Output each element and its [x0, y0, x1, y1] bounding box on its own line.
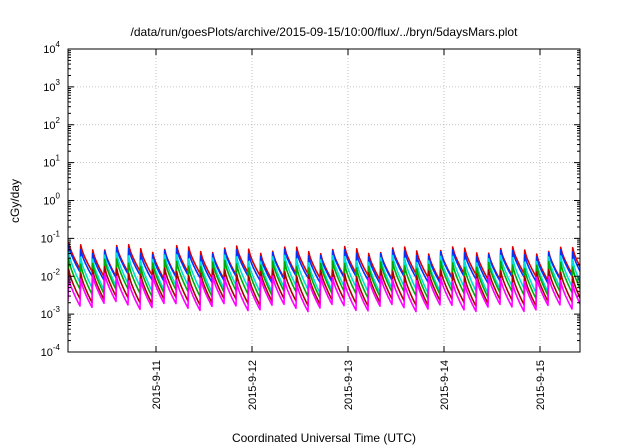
y-tick-label-exponent: 3: [56, 78, 61, 87]
y-tick-label-base: 10: [43, 196, 55, 208]
y-tick-label-base: 10: [43, 120, 55, 132]
series-line: [68, 258, 580, 300]
series-line: [68, 266, 580, 308]
y-tick-label: 104: [43, 40, 60, 56]
y-tick-label-exponent: 0: [56, 192, 61, 201]
y-tick-label-exponent: -1: [53, 229, 61, 238]
x-axis-label: Coordinated Universal Time (UTC): [232, 431, 416, 445]
chart-title: /data/run/goesPlots/archive/2015-09-15/1…: [131, 25, 519, 39]
y-tick-label: 102: [43, 116, 60, 132]
y-tick-label-base: 10: [41, 347, 53, 359]
y-tick-label-base: 10: [41, 271, 53, 283]
y-tick-label-base: 10: [41, 233, 53, 245]
x-tick-label: 2015-9-12: [247, 360, 259, 410]
y-tick-label-exponent: 2: [56, 116, 61, 125]
y-tick-label-base: 10: [43, 158, 55, 170]
y-tick-label: 100: [43, 192, 60, 208]
plot-frame: [67, 48, 581, 353]
y-tick-label: 10-2: [41, 267, 61, 283]
y-tick-label: 10-4: [41, 343, 61, 359]
y-tick-label: 10-3: [41, 305, 61, 321]
series-line: [68, 251, 580, 294]
y-tick-label: 10-1: [41, 229, 61, 245]
tick-layer: 10-410-310-210-11001011021031042015-9-11…: [41, 40, 580, 410]
y-axis-label: cGy/day: [8, 179, 22, 223]
y-tick-label-exponent: 1: [56, 154, 61, 163]
series-line: [68, 244, 580, 285]
x-tick-label: 2015-9-11: [151, 360, 163, 409]
y-tick-label-exponent: 4: [56, 40, 61, 49]
y-tick-label: 101: [43, 154, 60, 170]
y-tick-label-base: 10: [43, 82, 55, 94]
series-layer: [68, 241, 580, 313]
y-tick-label-exponent: -2: [53, 267, 61, 276]
x-tick-label: 2015-9-15: [535, 360, 547, 410]
y-tick-label-exponent: -4: [53, 343, 61, 352]
y-tick-label-base: 10: [41, 309, 53, 321]
grid-layer: [68, 49, 580, 352]
x-tick-label: 2015-9-14: [439, 360, 451, 410]
y-tick-label: 103: [43, 78, 60, 94]
y-tick-label-exponent: -3: [53, 305, 61, 314]
series-line: [68, 272, 580, 313]
x-tick-label: 2015-9-13: [343, 360, 355, 410]
y-tick-label-base: 10: [43, 44, 55, 56]
